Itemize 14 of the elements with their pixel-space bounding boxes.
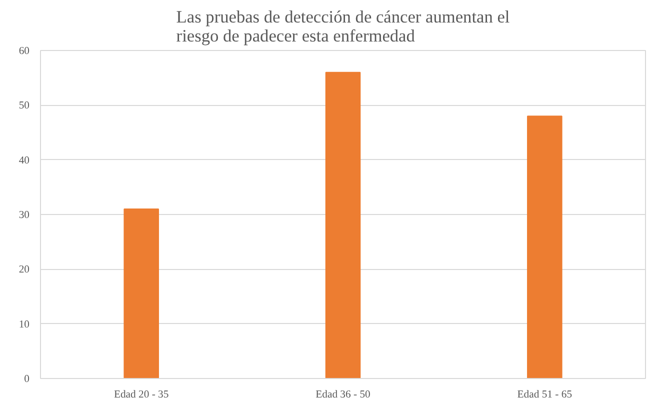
y-tick-label: 40 [18, 155, 30, 166]
chart-title: Las pruebas de detección de cáncer aumentan el riesgo de padecer esta enfermedad [176, 8, 510, 46]
y-tick-label: 60 [18, 46, 30, 57]
bar [124, 208, 159, 378]
bar [325, 72, 361, 378]
y-tick-label: 20 [18, 264, 30, 276]
bar [527, 116, 562, 378]
y-tick-label: 0 [24, 374, 30, 385]
y-tick-label: 50 [18, 100, 30, 112]
y-tick-label: 30 [18, 210, 30, 221]
x-tick-label: Edad 51 - 65 [517, 390, 572, 400]
y-tick-label: 10 [18, 319, 30, 330]
x-tick-label: Edad 36 - 50 [316, 390, 370, 400]
x-tick-label: Edad 20 - 35 [114, 390, 169, 400]
